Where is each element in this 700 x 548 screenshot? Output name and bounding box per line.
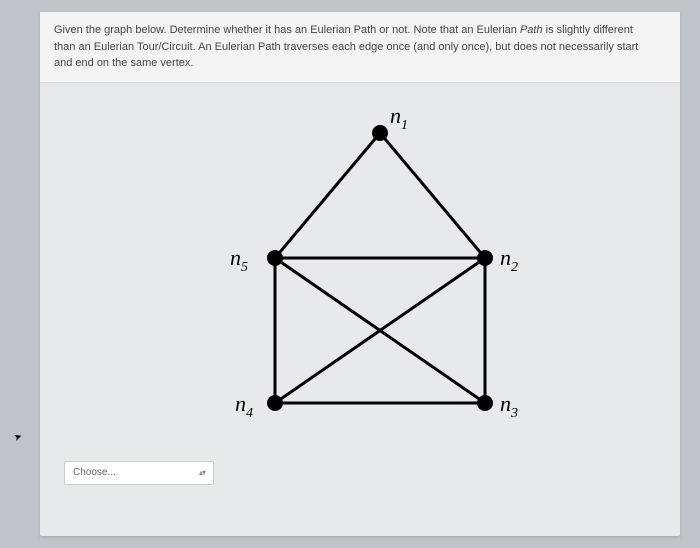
dropdown-placeholder: Choose... bbox=[73, 467, 116, 478]
question-page: Given the graph below. Determine whether… bbox=[40, 12, 680, 536]
question-prompt: Given the graph below. Determine whether… bbox=[40, 12, 680, 83]
question-text-line1b: is slightly different bbox=[543, 24, 633, 36]
answer-dropdown[interactable]: Choose... ▴▾ bbox=[64, 461, 214, 485]
question-text-line1a: Given the graph below. Determine whether… bbox=[54, 24, 520, 36]
cursor-icon: ➤ bbox=[12, 431, 24, 444]
graph-label-n3: n3 bbox=[500, 391, 518, 421]
graph-label-n2: n2 bbox=[500, 245, 518, 275]
graph-node-n3 bbox=[477, 395, 493, 411]
graph-node-n1 bbox=[372, 125, 388, 141]
question-text-line2: than an Eulerian Tour/Circuit. An Euleri… bbox=[54, 41, 638, 53]
graph-edge bbox=[275, 133, 380, 258]
graph-node-n2 bbox=[477, 250, 493, 266]
graph-label-n4: n4 bbox=[235, 391, 253, 421]
graph-svg: n1 n2 n3 n4 n5 bbox=[150, 93, 570, 443]
dropdown-arrows-icon: ▴▾ bbox=[199, 468, 205, 477]
graph-node-n5 bbox=[267, 250, 283, 266]
graph-label-n1: n1 bbox=[390, 103, 408, 133]
graph-area: n1 n2 n3 n4 n5 bbox=[40, 83, 680, 453]
question-text-line3: and end on the same vertex. bbox=[54, 57, 193, 69]
graph-node-n4 bbox=[267, 395, 283, 411]
graph-edge bbox=[380, 133, 485, 258]
question-italic-path: Path bbox=[520, 24, 543, 36]
graph-label-n5: n5 bbox=[230, 245, 248, 275]
